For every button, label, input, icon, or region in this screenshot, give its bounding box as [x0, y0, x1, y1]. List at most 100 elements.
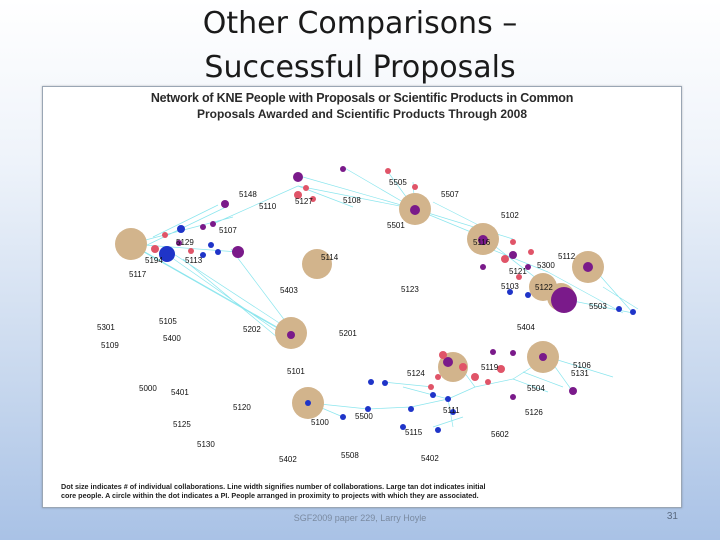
title-line-1: Other Comparisons – [202, 6, 518, 41]
node-label: 5201 [339, 329, 357, 338]
blue-node [630, 309, 636, 315]
node-label: 5501 [387, 221, 405, 230]
purple-node [490, 349, 496, 355]
red-node [162, 232, 168, 238]
blue-node [507, 289, 513, 295]
node-label: 5300 [537, 261, 555, 270]
node-labels: 5505 5507 5148 5110 5127 5108 5102 5501 … [97, 178, 607, 464]
red-node [516, 274, 522, 280]
network-figure: Network of KNE People with Proposals or … [42, 86, 682, 508]
node-label: 5202 [243, 325, 261, 334]
red-node [471, 373, 479, 381]
node-label: 5401 [171, 388, 189, 397]
node-label: 5507 [441, 190, 459, 199]
red-node [188, 248, 194, 254]
edge [152, 204, 296, 343]
purple-node [510, 350, 516, 356]
node-label: 5126 [525, 408, 543, 417]
core-node [302, 249, 332, 279]
purple-node [525, 264, 531, 270]
purple-node [551, 287, 577, 313]
caption-line-2: core people. A circle within the dot ind… [61, 491, 479, 500]
edge [297, 185, 564, 300]
red-node [459, 363, 467, 371]
node-label: 5107 [219, 226, 237, 235]
blue-node [305, 400, 311, 406]
node-label: 5194 [145, 256, 163, 265]
purple-node [510, 394, 516, 400]
blue-node [400, 424, 406, 430]
purple-node [210, 221, 216, 227]
node-label: 5110 [259, 202, 277, 211]
node-label: 5119 [481, 363, 499, 372]
node-label: 5124 [407, 369, 425, 378]
node-label: 5113 [185, 256, 203, 265]
blue-node [435, 427, 441, 433]
node-label: 5112 [558, 252, 576, 261]
blue-nodes [159, 225, 636, 433]
node-label: 5500 [355, 412, 373, 421]
node-label: 5114 [321, 253, 339, 262]
node-label: 5505 [389, 178, 407, 187]
purple-node [232, 246, 244, 258]
red-node [385, 168, 391, 174]
node-label: 5105 [159, 317, 177, 326]
red-node [412, 184, 418, 190]
red-nodes [151, 168, 534, 390]
node-label: 5117 [129, 270, 147, 279]
red-node [151, 245, 159, 253]
edge [447, 356, 614, 400]
red-node [485, 379, 491, 385]
purple-node [287, 331, 295, 339]
node-label: 5123 [401, 285, 419, 294]
network-graph: 5505 5507 5148 5110 5127 5108 5102 5501 … [97, 166, 639, 464]
purple-node [340, 166, 346, 172]
red-node [294, 191, 302, 199]
purple-node [583, 262, 593, 272]
node-label: 5100 [311, 418, 329, 427]
node-label: 5101 [287, 367, 305, 376]
blue-node [408, 406, 414, 412]
node-label: 5116 [473, 238, 491, 247]
node-label: 5120 [233, 403, 251, 412]
node-label: 5102 [501, 211, 519, 220]
blue-node [365, 406, 371, 412]
blue-node [208, 242, 214, 248]
node-label: 5127 [295, 197, 313, 206]
red-node [510, 239, 516, 245]
slide-title: Other Comparisons – Successful Proposals [0, 2, 720, 90]
figure-heading: Network of KNE People with Proposals or … [150, 91, 574, 105]
node-label: 5402 [421, 454, 439, 463]
purple-node [221, 200, 229, 208]
node-label: 5602 [491, 430, 509, 439]
core-node [115, 228, 147, 260]
node-label: 5106 [573, 361, 591, 370]
node-label: 5122 [535, 283, 553, 292]
purple-node [443, 357, 453, 367]
node-label: 5111 [443, 406, 460, 415]
red-node [435, 374, 441, 380]
edge [547, 261, 639, 314]
node-label: 5115 [405, 428, 423, 437]
blue-node [616, 306, 622, 312]
node-label: 5504 [527, 384, 545, 393]
node-label: 5130 [197, 440, 215, 449]
red-node [310, 196, 316, 202]
node-label: 5400 [163, 334, 181, 343]
node-label: 5121 [509, 267, 527, 276]
figure-subheading: Proposals Awarded and Scientific Product… [196, 107, 528, 121]
node-label: 5108 [343, 196, 361, 205]
network-edges [130, 166, 639, 428]
core-nodes [115, 193, 604, 419]
node-label: 5402 [279, 455, 297, 464]
figure-caption: Dot size indicates # of individual colla… [61, 482, 673, 500]
purple-node [539, 353, 547, 361]
red-node [497, 365, 505, 373]
blue-node [159, 246, 175, 262]
blue-node [340, 414, 346, 420]
blue-node [215, 249, 221, 255]
red-node [303, 185, 309, 191]
slide-footer: SGF2009 paper 229, Larry Hoyle [293, 513, 427, 523]
purple-node [480, 264, 486, 270]
node-label: 5148 [239, 190, 257, 199]
